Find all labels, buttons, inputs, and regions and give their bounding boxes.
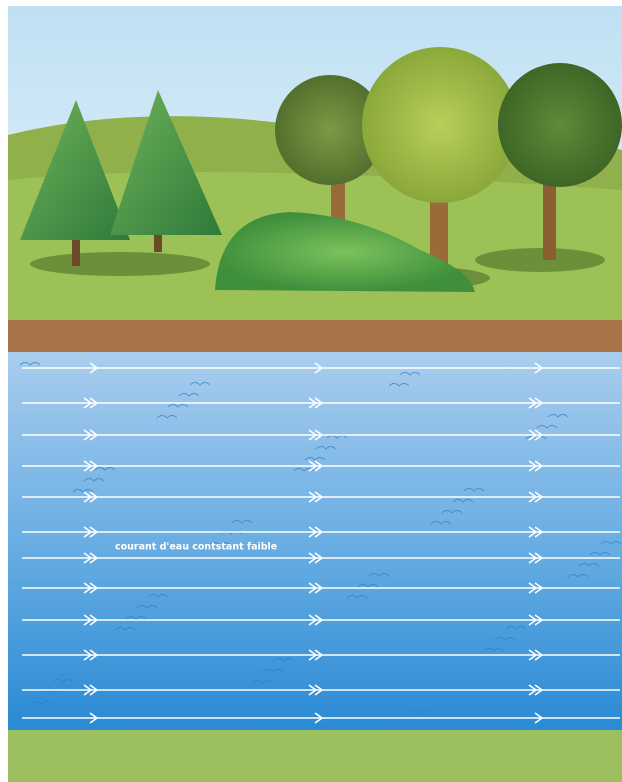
landscape (8, 6, 622, 782)
scene: courant d'eau contstant faible (0, 0, 622, 782)
page: courant d'eau contstant faible (() => { … (0, 0, 622, 782)
current-label: courant d'eau contstant faible (115, 542, 277, 553)
